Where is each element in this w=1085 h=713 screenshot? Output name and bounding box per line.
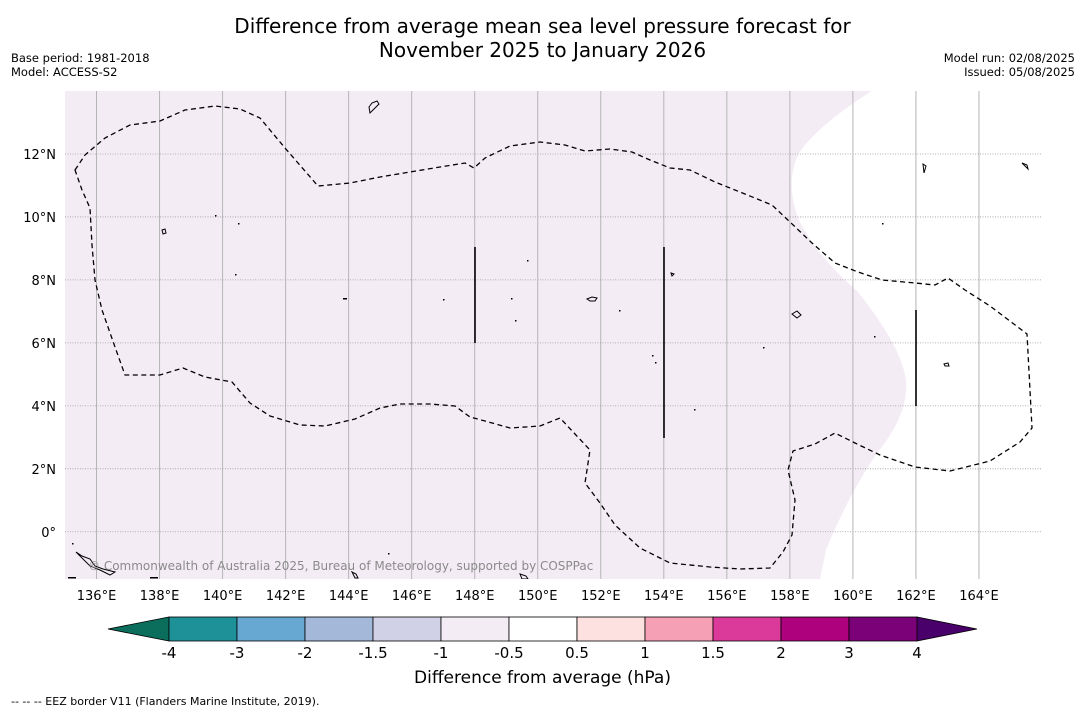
copyright-text: © Commonwealth of Australia 2025, Bureau… <box>88 559 593 573</box>
maritime-lines <box>474 247 917 438</box>
colorbar-tick-label: -4 <box>162 644 177 662</box>
colorbar: -4 -3 -2 -1.5 -1 -0.5 0.5 1 1.5 2 3 4 <box>107 616 978 662</box>
longitude-tick-label: 160°E <box>833 589 873 604</box>
issued-date: Issued: 05/08/2025 <box>964 65 1075 79</box>
latitude-tick-label: 10°N <box>23 211 56 226</box>
longitude-tick-label: 154°E <box>644 589 684 604</box>
latitude-tick-label: 2°N <box>32 463 57 478</box>
longitude-tick-label: 142°E <box>266 589 306 604</box>
colorbar-segment <box>508 616 578 642</box>
colorbar-tick-label: 3 <box>844 644 854 662</box>
longitude-tick-label: 152°E <box>581 589 621 604</box>
latitude-tick-label: 0° <box>41 526 56 541</box>
eez-boundary-fsm <box>74 105 1033 570</box>
islands <box>75 100 1029 579</box>
colorbar-tick-label: -3 <box>230 644 245 662</box>
eez-footnote: -- -- -- EEZ border V11 (Flanders Marine… <box>11 695 320 708</box>
colorbar-label: Difference from average (hPa) <box>414 668 671 688</box>
colorbar-tick-label: 1 <box>640 644 650 662</box>
meta-right: Model run: 02/08/2025 Issued: 05/08/2025 <box>944 51 1075 79</box>
colorbar-segment <box>848 616 918 642</box>
title-line-1: Difference from average mean sea level p… <box>234 14 851 38</box>
islet-dots <box>68 215 884 579</box>
colorbar-low-extend <box>107 616 170 642</box>
colorbar-high-extend <box>916 616 978 642</box>
colorbar-tick-label: -1.5 <box>358 644 387 662</box>
colorbar-tick-label: 2 <box>776 644 786 662</box>
colorbar-tick-label: -0.5 <box>494 644 523 662</box>
longitude-tick-label: 138°E <box>140 589 180 604</box>
latitude-tick-label: 8°N <box>32 274 57 289</box>
longitude-tick-label: 136°E <box>77 589 117 604</box>
map-area: © Commonwealth of Australia 2025, Bureau… <box>65 91 1042 579</box>
latitude-tick-label: 4°N <box>32 400 57 415</box>
colorbar-tick-label: 1.5 <box>701 644 725 662</box>
pressure-anomaly-field <box>65 91 907 579</box>
chart-title: Difference from average mean sea level p… <box>0 14 1085 62</box>
colorbar-segment <box>440 616 510 642</box>
colorbar-segment <box>236 616 306 642</box>
colorbar-tick-label: 4 <box>912 644 922 662</box>
longitude-tick-label: 144°E <box>329 589 369 604</box>
longitude-tick-label: 140°E <box>203 589 243 604</box>
latitude-labels: 0° 2°N 4°N 6°N 8°N 10°N 12°N <box>23 148 56 541</box>
longitude-tick-label: 164°E <box>959 589 999 604</box>
longitude-tick-label: 146°E <box>392 589 432 604</box>
graticule <box>65 91 1042 579</box>
colorbar-tick-label: -1 <box>434 644 449 662</box>
latitude-tick-label: 12°N <box>23 148 56 163</box>
longitude-tick-label: 158°E <box>770 589 810 604</box>
base-period: Base period: 1981-2018 <box>11 51 150 65</box>
eez-boundaries <box>74 105 1033 570</box>
model-name: Model: ACCESS-S2 <box>11 65 118 79</box>
colorbar-tick-label: 0.5 <box>565 644 589 662</box>
colorbar-segment <box>644 616 714 642</box>
longitude-tick-label: 162°E <box>896 589 936 604</box>
longitude-tick-label: 150°E <box>518 589 558 604</box>
meta-left: Base period: 1981-2018 Model: ACCESS-S2 <box>11 51 150 79</box>
longitude-tick-label: 148°E <box>455 589 495 604</box>
latitude-tick-label: 6°N <box>32 337 57 352</box>
colorbar-tick-label: -2 <box>298 644 313 662</box>
colorbar-segment <box>576 616 646 642</box>
colorbar-segment <box>780 616 850 642</box>
longitude-labels: 136°E 138°E 140°E 142°E 144°E 146°E 148°E 150°E… <box>77 589 999 604</box>
title-line-2: November 2025 to January 2026 <box>378 38 707 62</box>
longitude-tick-label: 156°E <box>707 589 747 604</box>
colorbar-segment <box>168 616 238 642</box>
colorbar-segment <box>712 616 782 642</box>
colorbar-segment <box>304 616 374 642</box>
colorbar-segment <box>372 616 442 642</box>
model-run: Model run: 02/08/2025 <box>943 51 1075 65</box>
